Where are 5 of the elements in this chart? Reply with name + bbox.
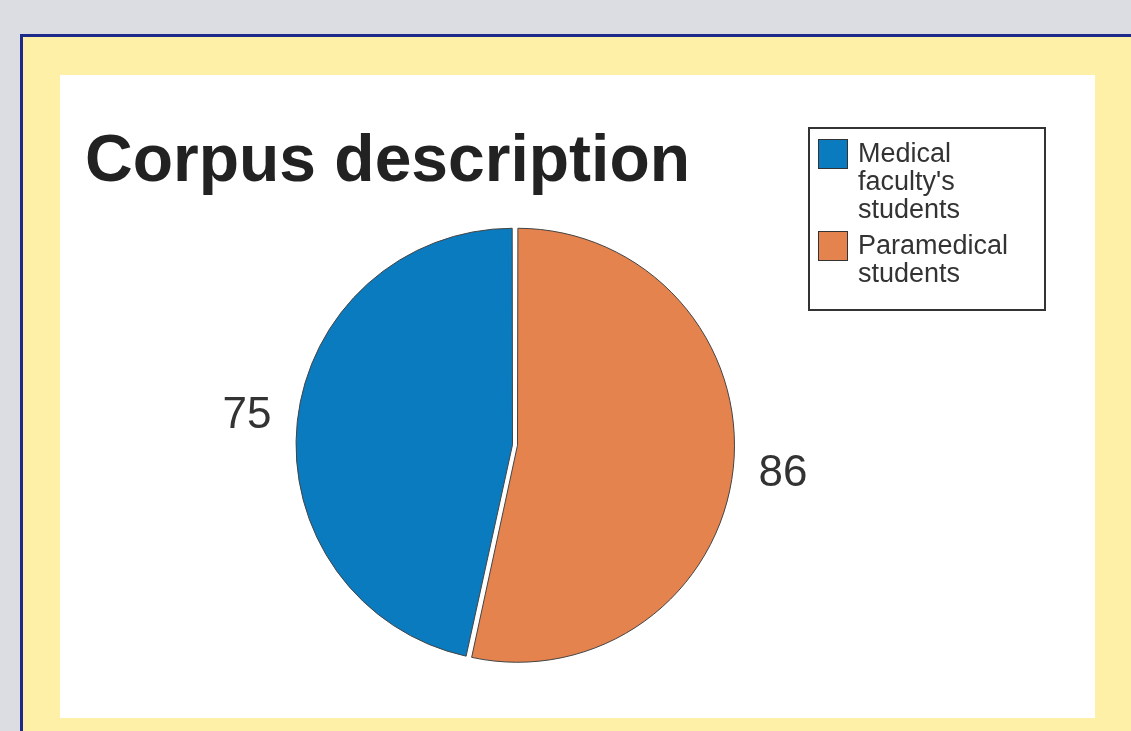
data-label: 75 [222, 388, 272, 438]
legend-label: Medical faculty's students [858, 138, 962, 224]
legend-label: Paramedical students [858, 230, 1010, 288]
chart-title: Corpus description [85, 120, 691, 196]
data-label: 86 [758, 446, 808, 496]
